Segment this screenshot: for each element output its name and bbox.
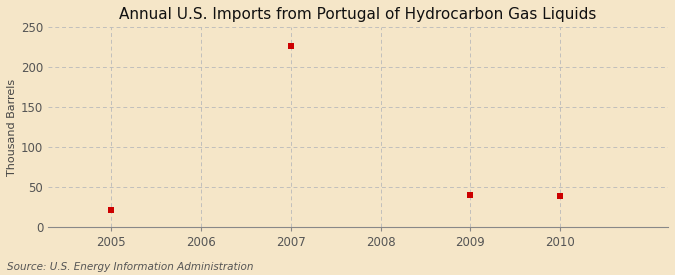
Y-axis label: Thousand Barrels: Thousand Barrels xyxy=(7,78,17,176)
Title: Annual U.S. Imports from Portugal of Hydrocarbon Gas Liquids: Annual U.S. Imports from Portugal of Hyd… xyxy=(119,7,597,22)
Text: Source: U.S. Energy Information Administration: Source: U.S. Energy Information Administ… xyxy=(7,262,253,272)
